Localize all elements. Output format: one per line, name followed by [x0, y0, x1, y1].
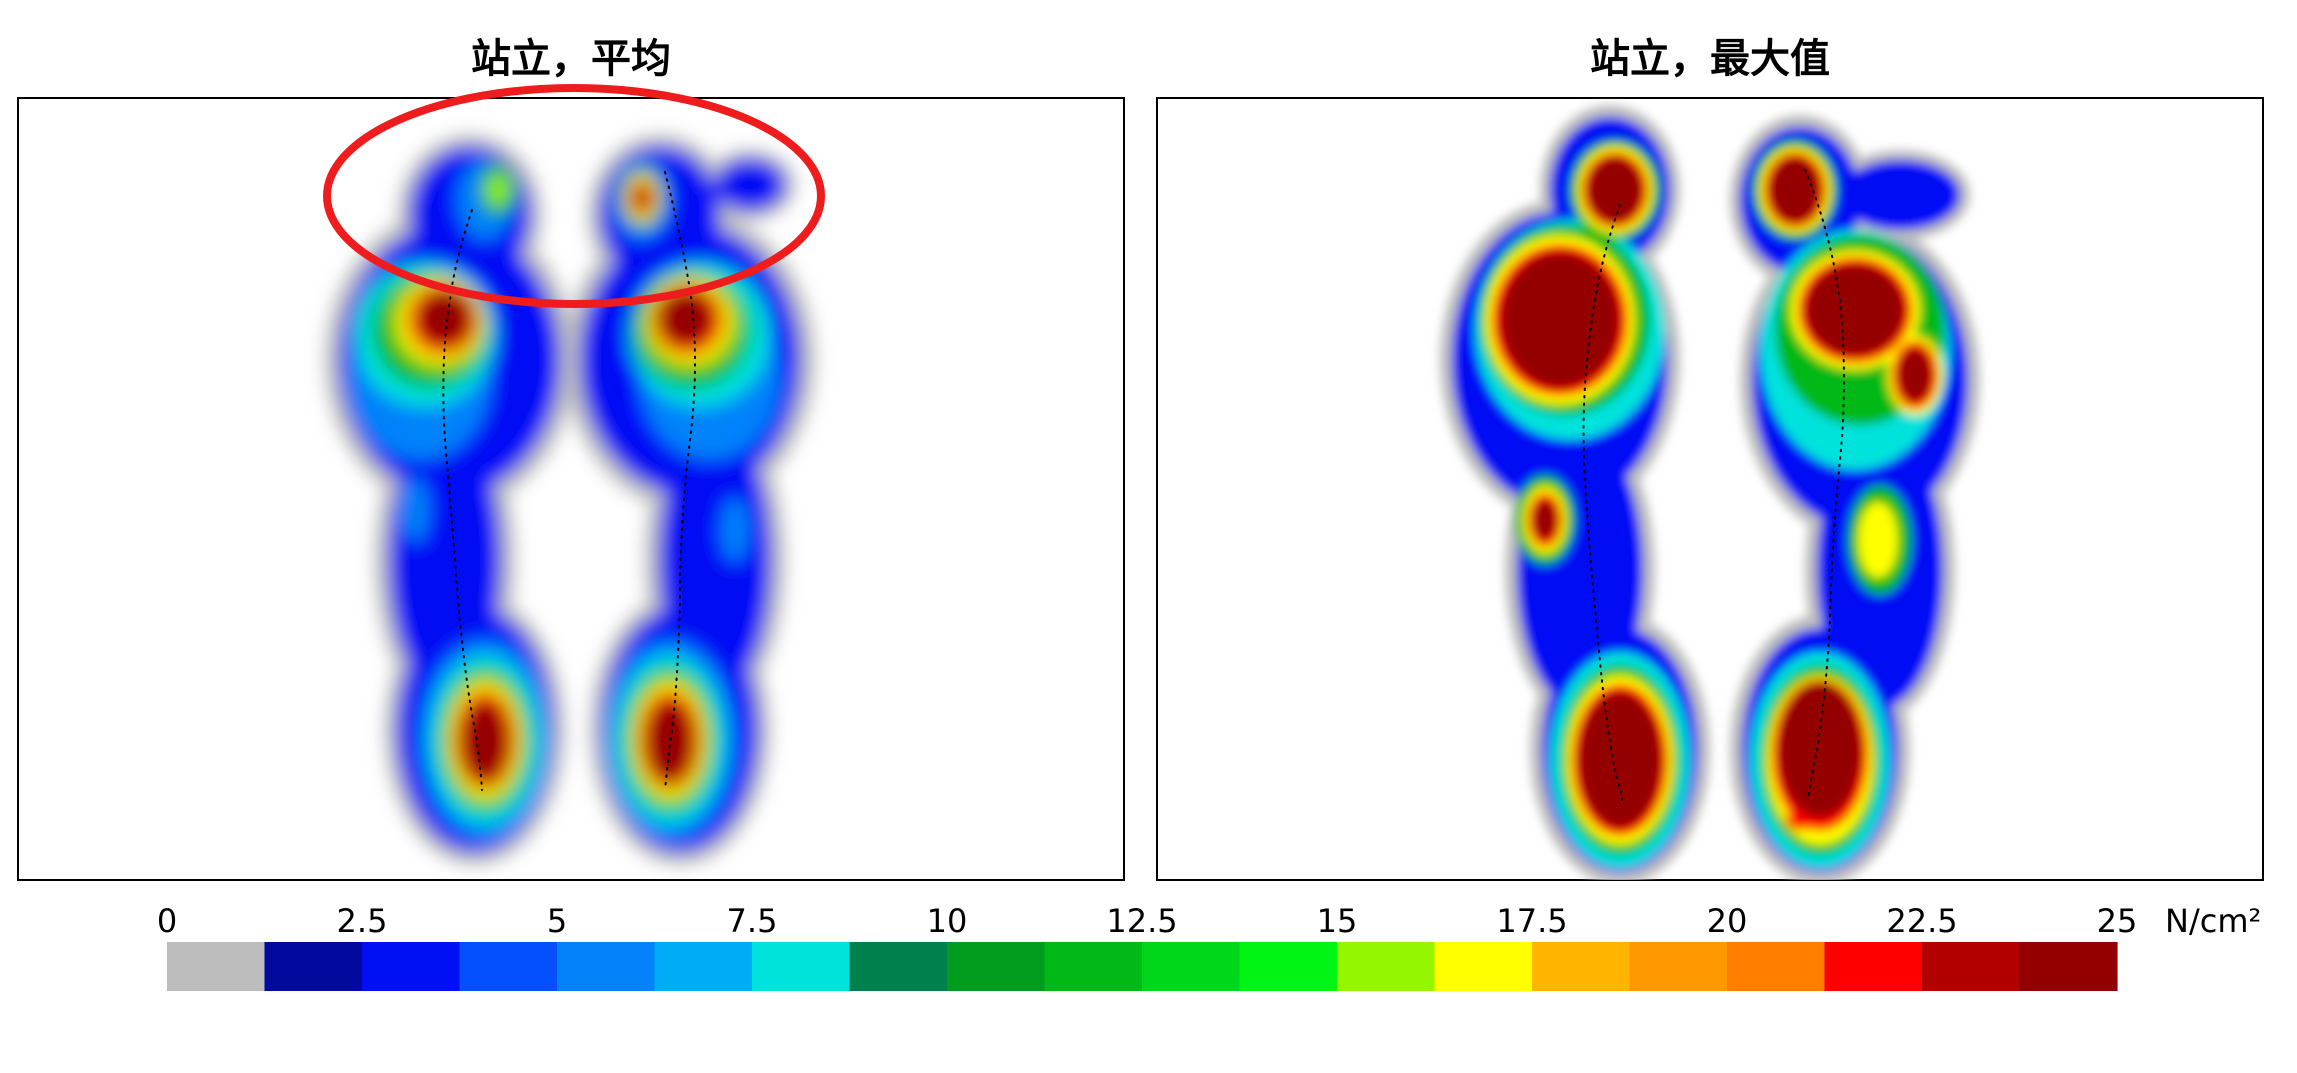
colorbar-tick-label: 17.5: [1496, 902, 1567, 940]
colorbar-swatch: [1629, 942, 1728, 991]
colorbar-tick-label: 25: [2097, 902, 2138, 940]
right-panel-left-foot-trace: [1582, 204, 1623, 801]
colorbar-swatch: [1142, 942, 1241, 991]
colorbar: 0 2.5 5 7.5 10 12.5 15 17.5 20 22.5 25 N/cm²: [157, 902, 2261, 991]
colorbar-swatch: [264, 942, 363, 991]
colorbar-tick-label: 2.5: [337, 902, 388, 940]
left-heatmap-panel: [17, 84, 1125, 881]
colorbar-swatch: [1434, 942, 1533, 991]
colorbar-swatch: [1337, 942, 1436, 991]
colorbar-swatch: [1922, 942, 2021, 991]
colorbar-unit-label: N/cm²: [2165, 902, 2261, 940]
colorbar-swatch: [1727, 942, 1826, 991]
colorbar-swatch: [1824, 942, 1923, 991]
right-panel-left-footprint: [1440, 105, 1710, 880]
colorbar-swatch: [1044, 942, 1143, 991]
right-plot-frame: [1156, 97, 2264, 881]
colorbar-swatch: [849, 942, 948, 991]
left-foot-center-of-pressure-trace: [442, 209, 483, 791]
right-heatmap-panel: [1156, 97, 2264, 881]
colorbar-tick-label: 20: [1707, 902, 1748, 940]
colorbar-swatch: [362, 942, 461, 991]
colorbar-swatch: [1532, 942, 1631, 991]
right-panel-right-foot-trace: [1804, 169, 1845, 801]
colorbar-swatch: [167, 942, 266, 991]
colorbar-tick-label: 0: [157, 902, 177, 940]
left-plot-frame: [17, 97, 1125, 881]
colorbar-swatch: [557, 942, 656, 991]
colorbar-tick-label: 12.5: [1106, 902, 1177, 940]
colorbar-swatch: [1239, 942, 1338, 991]
left-panel-title: 站立，平均: [471, 36, 671, 82]
colorbar-swatch: [752, 942, 851, 991]
colorbar-swatch: [654, 942, 753, 991]
colorbar-tick-label: 7.5: [727, 902, 778, 940]
colorbar-tick-labels: 0 2.5 5 7.5 10 12.5 15 17.5 20 22.5 25: [157, 902, 2138, 940]
colorbar-swatch: [2019, 942, 2118, 991]
toe-highlight-ellipse: [323, 84, 825, 308]
right-panel-right-footprint: [1730, 115, 1980, 880]
colorbar-swatches: [167, 942, 2118, 991]
colorbar-tick-label: 22.5: [1886, 902, 1957, 940]
colorbar-swatch: [947, 942, 1046, 991]
colorbar-tick-label: 10: [927, 902, 968, 940]
colorbar-swatch: [459, 942, 558, 991]
colorbar-tick-label: 5: [547, 902, 567, 940]
colorbar-tick-label: 15: [1317, 902, 1358, 940]
right-panel-title: 站立，最大值: [1590, 36, 1830, 82]
